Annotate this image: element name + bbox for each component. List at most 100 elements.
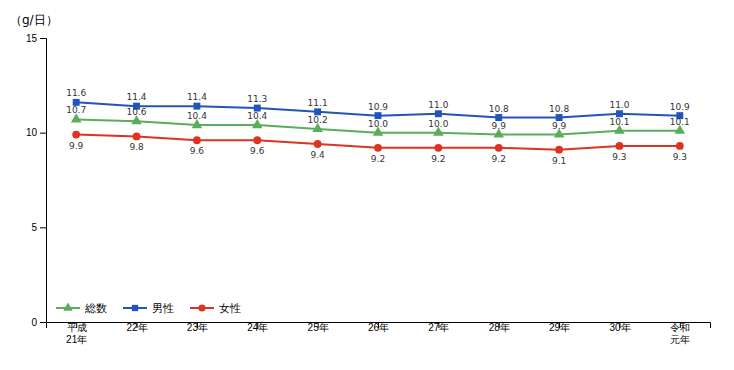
tick-label: 0: [31, 317, 37, 328]
data-label: 9.4: [310, 150, 325, 160]
data-label: 9.3: [612, 152, 626, 162]
data-label: 10.1: [670, 117, 690, 127]
data-label: 10.4: [247, 111, 267, 121]
tick-mark: [40, 38, 46, 39]
data-label: 10.7: [66, 105, 86, 115]
tick-label-line: 23年: [187, 322, 208, 333]
legend-marker: [63, 302, 73, 310]
tick-label: 10: [26, 127, 38, 138]
marker: [555, 146, 563, 154]
tick-label: 23年: [187, 322, 208, 333]
data-label: 11.0: [428, 100, 448, 110]
marker: [193, 103, 200, 110]
data-label: 9.2: [492, 154, 506, 164]
legend-item: 女性: [190, 302, 241, 315]
data-label: 10.8: [489, 104, 509, 114]
y-axis: 0 5 10 15: [26, 33, 47, 328]
data-label: 10.9: [670, 102, 690, 112]
data-label: 10.0: [368, 119, 388, 129]
legend-marker: [132, 305, 138, 311]
tick-label: 29年: [549, 322, 570, 333]
data-label: 9.6: [190, 146, 205, 156]
tick: 10: [26, 127, 46, 138]
tick-label-line: 25年: [308, 322, 329, 333]
data-label: 11.4: [187, 92, 207, 102]
tick-mark: [40, 322, 46, 323]
data-label: 10.4: [187, 111, 207, 121]
marker: [193, 136, 201, 144]
legend-label: 男性: [152, 302, 174, 315]
legend-marker: [198, 304, 205, 311]
tick-label-line: 28年: [489, 322, 510, 333]
data-label: 9.2: [431, 154, 445, 164]
legend-label: 総数: [84, 302, 107, 315]
tick: 0: [31, 317, 46, 328]
data-label: 10.0: [428, 119, 448, 129]
data-label: 10.9: [368, 102, 388, 112]
tick: 平成21年: [66, 322, 87, 345]
marker: [495, 144, 503, 152]
marker: [374, 144, 382, 152]
tick: 5: [31, 222, 46, 233]
tick-label: 令和元年: [670, 322, 690, 345]
tick-label: 22年: [126, 322, 147, 333]
tick: 28年: [489, 322, 510, 333]
data-label: 9.9: [492, 121, 507, 131]
tick: 26年: [368, 322, 389, 333]
tick-label: 15: [26, 33, 38, 44]
marker: [435, 110, 442, 117]
tick: 令和元年: [670, 322, 690, 345]
data-label: 9.2: [371, 154, 385, 164]
legend-item: 男性: [123, 302, 174, 315]
y-axis-title: （g/日）: [10, 13, 58, 27]
data-labels: 10.710.610.410.410.210.010.09.99.910.110…: [66, 88, 690, 165]
tick-label-line: 令和: [670, 322, 690, 333]
tick: 22年: [126, 322, 147, 333]
data-label: 9.1: [552, 156, 566, 166]
tick-label-line: 27年: [428, 322, 449, 333]
tick-label-line: 22年: [126, 322, 147, 333]
tick-label: 5: [31, 222, 37, 233]
tick-label-line: 24年: [247, 322, 268, 333]
tick-label: 30年: [609, 322, 630, 333]
tick-label: 24年: [247, 322, 268, 333]
legend-label: 女性: [219, 302, 241, 315]
data-label: 9.6: [250, 146, 265, 156]
tick-label-line: 21年: [66, 334, 87, 345]
marker: [133, 133, 141, 141]
marker: [72, 131, 80, 139]
tick-label-line: 30年: [609, 322, 630, 333]
legend-item: 総数: [56, 302, 107, 315]
axis-line: [40, 39, 47, 323]
data-label: 9.9: [69, 141, 84, 151]
data-label: 11.0: [609, 100, 629, 110]
tick-label: 26年: [368, 322, 389, 333]
tick-label: 27年: [428, 322, 449, 333]
marker: [676, 142, 684, 150]
data-label: 11.1: [308, 98, 328, 108]
data-label: 10.1: [609, 117, 629, 127]
marker: [616, 142, 624, 150]
tick-mark: [40, 227, 46, 228]
data-label: 9.3: [673, 152, 687, 162]
chart-svg: 0 5 10 15 平成21年 22年 23年 24年 25年 26年 27年 28年 29年 30年 令和…: [0, 0, 734, 370]
data-label: 9.8: [129, 142, 144, 152]
tick-mark: [40, 133, 46, 134]
tick: 29年: [549, 322, 570, 333]
tick: 25年: [308, 322, 329, 333]
tick-label-line: 元年: [670, 334, 690, 345]
tick-label-line: 平成: [67, 322, 87, 333]
tick-label: 平成21年: [66, 322, 87, 345]
plot-area: [71, 99, 685, 154]
data-label: 11.6: [66, 88, 86, 98]
tick-label-line: 29年: [549, 322, 570, 333]
data-label: 11.3: [247, 94, 267, 104]
data-label: 11.4: [127, 92, 147, 102]
data-label: 10.6: [127, 107, 147, 117]
tick: 27年: [428, 322, 449, 333]
marker: [434, 144, 442, 152]
tick-label-line: 26年: [368, 322, 389, 333]
tick: 23年: [187, 322, 208, 333]
tick: 15: [26, 33, 46, 44]
marker: [314, 140, 322, 148]
